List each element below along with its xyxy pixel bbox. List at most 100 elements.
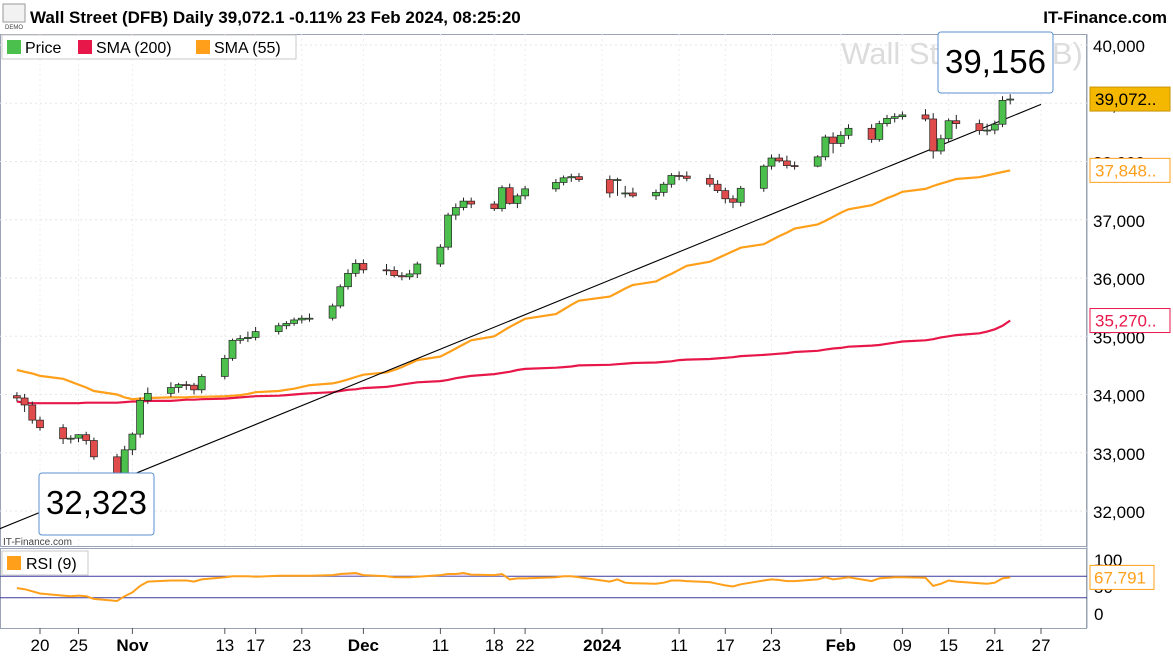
price-tick-label: 32,000: [1093, 503, 1145, 522]
price-tick-label: 40,000: [1093, 37, 1145, 56]
sma200-tag-label: 35,270..: [1095, 312, 1156, 331]
price-tick-label: 34,000: [1093, 387, 1145, 406]
legend-sma55-label: SMA (55): [214, 40, 281, 57]
candle-up: [883, 118, 891, 124]
candle-up: [251, 331, 260, 338]
candle-up: [167, 387, 175, 394]
candle-down: [505, 187, 514, 204]
candle-up: [290, 319, 298, 324]
legend-price-label: Price: [25, 40, 62, 57]
rsi-legend: RSI (9): [1, 550, 89, 576]
date-tick-label: Feb: [826, 636, 856, 655]
candle-up: [552, 182, 560, 190]
candle-up: [844, 127, 853, 136]
copyright-label: IT-Finance.com: [3, 537, 72, 548]
candle-up: [998, 99, 1007, 125]
date-tick-label: 09: [893, 636, 912, 655]
candle-up: [74, 434, 83, 439]
candle-up: [120, 449, 129, 474]
legend-sma200-swatch: [78, 40, 92, 54]
candle-down: [605, 179, 614, 194]
date-tick-label: 20: [31, 636, 50, 655]
candle-up: [944, 120, 953, 140]
candle-down: [783, 160, 791, 166]
candle-down: [113, 456, 121, 474]
sma200-line: [16, 319, 1011, 405]
date-tick-label: 27: [1032, 636, 1051, 655]
sma-layer: [0, 103, 1042, 530]
candle-up: [220, 358, 229, 377]
candle-down: [382, 269, 391, 272]
rsi-line: [16, 571, 1011, 603]
candle-down: [359, 263, 368, 271]
legend-sma200-label: SMA (200): [96, 40, 172, 57]
candle-up: [143, 392, 152, 401]
candle-down: [929, 118, 938, 152]
candle-up: [328, 305, 337, 319]
candle-down: [28, 404, 37, 421]
candle-layer: [13, 94, 1015, 493]
rsi-legend-swatch: [7, 556, 21, 570]
candle-up: [767, 157, 776, 167]
price-tick-label: 37,000: [1093, 212, 1145, 231]
date-tick-label: Nov: [116, 636, 149, 655]
rsi-panel: [0, 548, 1087, 629]
candle-up: [736, 187, 745, 203]
candle-up: [890, 116, 899, 119]
candle-up: [1006, 98, 1015, 101]
low-annotation-label: 32,323: [46, 484, 147, 521]
candle-down: [729, 198, 737, 203]
date-tick-label: 11: [670, 636, 688, 655]
candle-up: [174, 384, 183, 388]
rsi-tag-label: 67.791: [1094, 568, 1146, 587]
candle-down: [682, 175, 691, 179]
legend: Price SMA (200) SMA (55): [1, 34, 297, 60]
candle-up: [813, 156, 822, 167]
candle-up: [436, 246, 445, 265]
candle-down: [575, 176, 583, 180]
candle-up: [297, 317, 306, 321]
candle-up: [898, 114, 907, 117]
demo-text: DEMO: [5, 25, 23, 31]
rsi-legend-label: RSI (9): [26, 556, 77, 573]
high-annotation: 39,156: [937, 31, 1054, 94]
candle-up: [451, 207, 460, 216]
date-tick-label: 15: [939, 636, 958, 655]
price-tick-label: 36,000: [1093, 270, 1145, 289]
candle-up: [983, 129, 991, 132]
candle-up: [836, 134, 845, 144]
candle-down: [190, 384, 198, 391]
candle-up: [244, 337, 252, 339]
candle-up: [136, 399, 144, 435]
header-bar: [0, 0, 1173, 34]
low-annotation: 32,323: [38, 472, 155, 536]
sma55-tag-bg: [1089, 157, 1171, 183]
brand-label[interactable]: IT-Finance.com: [1043, 8, 1167, 27]
price-tag-label: 39,072..: [1095, 90, 1156, 109]
date-tick-label: 17: [716, 636, 735, 655]
legend-sma55-swatch: [196, 40, 210, 54]
date-tick-label: 22: [516, 636, 535, 655]
candle-down: [82, 434, 91, 441]
candle-up: [821, 136, 830, 158]
date-tick-label: Dec: [348, 636, 379, 655]
candle-up: [228, 339, 237, 359]
trendline: [0, 103, 1042, 530]
candle-down: [675, 175, 683, 177]
candle-up: [459, 200, 468, 208]
legend-price-swatch: [7, 40, 21, 54]
legend-box: [1, 34, 297, 60]
candle-up: [875, 123, 884, 140]
high-annotation-box: [937, 31, 1054, 94]
rsi-tick-label: 0: [1094, 605, 1103, 624]
candle-down: [975, 123, 984, 131]
price-tick-label: 33,000: [1093, 445, 1145, 464]
date-tick-label: 25: [69, 636, 88, 655]
demo-logo: DEMO: [2, 3, 26, 31]
sma55-tag-label: 37,848..: [1095, 161, 1156, 180]
candle-down: [775, 157, 784, 162]
candle-down: [721, 190, 730, 200]
candle-up: [128, 433, 137, 451]
candle-down: [921, 114, 930, 120]
candle-down: [952, 120, 961, 124]
